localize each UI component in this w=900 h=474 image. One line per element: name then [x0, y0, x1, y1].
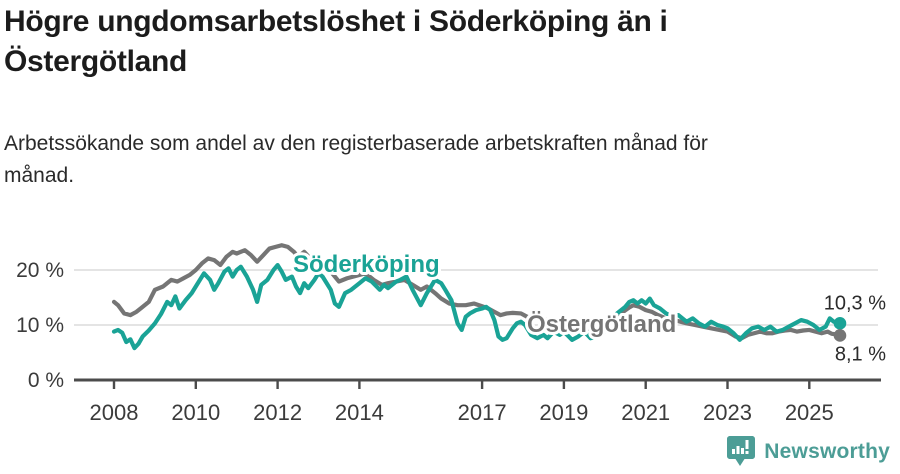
- x-tick-label: 2021: [621, 400, 670, 425]
- bar-chart-pin-icon: [727, 436, 756, 466]
- end-dot-soderkoping: [833, 317, 847, 330]
- end-dot-ostergotland: [833, 329, 847, 342]
- x-tick-label: 2014: [335, 400, 384, 425]
- series-label-ostergotland: Östergötland: [527, 311, 676, 338]
- y-tick-label: 20 %: [16, 259, 64, 282]
- x-tick-label: 2019: [539, 400, 588, 425]
- x-tick-label: 2012: [253, 400, 302, 425]
- y-tick-label: 10 %: [16, 314, 64, 337]
- y-tick-label: 0 %: [28, 369, 64, 392]
- chart-subtitle: Arbetssökande som andel av den registerb…: [4, 132, 708, 187]
- x-tick-label: 2017: [458, 400, 507, 425]
- x-tick-label: 2023: [703, 400, 752, 425]
- end-value-label-soderkoping: 10,3 %: [824, 292, 886, 314]
- page-title: Högre ungdomsarbetslöshet i Söderköping …: [4, 5, 668, 78]
- x-tick-label: 2008: [90, 400, 139, 425]
- series-line-soderkoping: [111, 262, 843, 351]
- line-chart: 2008 2010 2012 2014 2017 2019 2021 2023 2025 0 % 1…: [0, 232, 900, 432]
- chart-canvas: 2008 2010 2012 2014 2017 2019 2021 2023 2025 0 % 1…: [16, 243, 886, 425]
- brand-wordmark: Newsworthy: [764, 439, 890, 463]
- end-value-label-ostergotland: 8,1 %: [835, 343, 886, 365]
- series-label-soderkoping: Söderköping: [293, 251, 440, 278]
- x-tick-label: 2025: [785, 400, 834, 425]
- x-tick-label: 2010: [171, 400, 220, 425]
- newsworthy-logo-link[interactable]: Newsworthy: [726, 435, 890, 468]
